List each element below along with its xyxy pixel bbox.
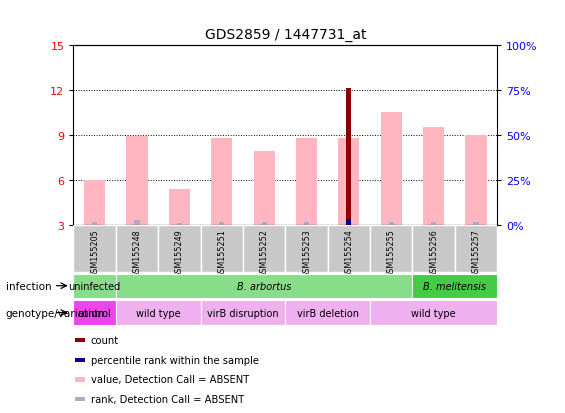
Text: wild type: wild type — [411, 308, 456, 318]
Text: wild type: wild type — [136, 308, 180, 318]
Bar — [296, 138, 317, 225]
Bar — [346, 219, 351, 225]
Bar — [466, 135, 486, 225]
Bar — [158, 225, 201, 273]
Text: GSM155251: GSM155251 — [218, 229, 226, 278]
Text: GSM155248: GSM155248 — [133, 229, 141, 278]
Bar — [370, 225, 412, 273]
Text: GSM155252: GSM155252 — [260, 229, 268, 278]
Bar — [75, 338, 85, 342]
Text: uninfected: uninfected — [68, 281, 121, 291]
Bar — [370, 301, 497, 325]
Bar — [73, 301, 116, 325]
Text: GSM155253: GSM155253 — [302, 229, 311, 278]
Text: rank, Detection Call = ABSENT: rank, Detection Call = ABSENT — [91, 394, 244, 404]
Bar — [219, 222, 224, 225]
Text: count: count — [91, 335, 119, 345]
Text: value, Detection Call = ABSENT: value, Detection Call = ABSENT — [91, 375, 249, 385]
Text: GSM155254: GSM155254 — [345, 229, 353, 278]
Bar — [177, 223, 182, 225]
Text: B. arbortus: B. arbortus — [237, 281, 292, 291]
Bar — [92, 222, 97, 225]
Bar — [304, 222, 309, 225]
Bar — [285, 225, 328, 273]
Bar — [285, 301, 370, 325]
Bar — [423, 128, 444, 225]
Bar — [381, 113, 402, 225]
Bar — [412, 225, 455, 273]
Text: GSM155255: GSM155255 — [387, 229, 396, 278]
Bar — [346, 89, 351, 225]
Bar — [338, 138, 359, 225]
Bar — [201, 301, 285, 325]
Bar — [243, 225, 285, 273]
Text: GSM155249: GSM155249 — [175, 229, 184, 278]
Bar — [75, 377, 85, 382]
Bar — [134, 221, 140, 225]
Bar — [211, 138, 232, 225]
Text: infection: infection — [6, 281, 51, 291]
Text: GSM155205: GSM155205 — [90, 229, 99, 278]
Bar — [116, 225, 158, 273]
Text: GSM155257: GSM155257 — [472, 229, 480, 278]
Text: virB disruption: virB disruption — [207, 308, 279, 318]
Bar — [431, 222, 436, 225]
Bar — [169, 189, 190, 225]
Bar — [328, 225, 370, 273]
Bar — [84, 180, 105, 225]
Text: B. melitensis: B. melitensis — [423, 281, 486, 291]
Bar — [116, 301, 201, 325]
Bar — [455, 225, 497, 273]
Text: percentile rank within the sample: percentile rank within the sample — [91, 355, 259, 365]
Text: control: control — [78, 308, 111, 318]
Bar — [201, 225, 243, 273]
Text: virB deletion: virB deletion — [297, 308, 359, 318]
Bar — [412, 274, 497, 298]
Bar — [116, 274, 412, 298]
Bar — [262, 222, 267, 225]
Bar — [127, 137, 147, 225]
Text: genotype/variation: genotype/variation — [6, 308, 105, 318]
Bar — [389, 222, 394, 225]
Bar — [75, 358, 85, 362]
Bar — [254, 152, 275, 225]
Bar — [73, 225, 116, 273]
Title: GDS2859 / 1447731_at: GDS2859 / 1447731_at — [205, 28, 366, 42]
Bar — [75, 397, 85, 401]
Bar — [73, 274, 116, 298]
Text: GSM155256: GSM155256 — [429, 229, 438, 278]
Bar — [473, 222, 479, 225]
